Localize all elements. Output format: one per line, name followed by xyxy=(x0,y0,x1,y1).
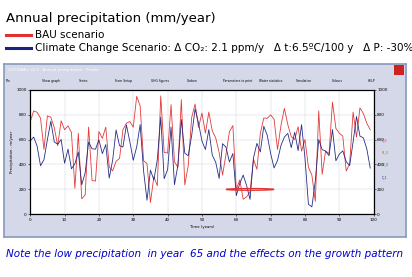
Text: Note the low precipitation  in year  65 and the effects on the growth pattern: Note the low precipitation in year 65 an… xyxy=(6,249,403,259)
Text: Water statistics: Water statistics xyxy=(259,79,283,83)
Y-axis label: Precipitation - m/year: Precipitation - m/year xyxy=(9,131,14,173)
Text: Simulation: Simulation xyxy=(295,79,311,83)
Text: Annual precipitation (mm/year): Annual precipitation (mm/year) xyxy=(6,12,216,25)
Text: Show graph: Show graph xyxy=(42,79,60,83)
Text: Carbon: Carbon xyxy=(187,79,197,83)
Text: File: File xyxy=(6,79,11,83)
Text: Colours: Colours xyxy=(332,79,343,83)
Text: GHG figures: GHG figures xyxy=(151,79,169,83)
Text: P2_0: P2_0 xyxy=(382,163,389,167)
Text: Series: Series xyxy=(78,79,88,83)
Text: Climate Change Scenario: Δ CO₂: 2.1 ppm/y   Δ t:6.5ºC/100 y   Δ P: -30%/100 y: Climate Change Scenario: Δ CO₂: 2.1 ppm/… xyxy=(35,43,412,53)
Text: Parameters to print: Parameters to print xyxy=(223,79,252,83)
Text: HELP: HELP xyxy=(368,79,375,83)
X-axis label: Time (years): Time (years) xyxy=(190,225,214,229)
Text: P1_0: P1_0 xyxy=(382,151,389,155)
Text: C_1: C_1 xyxy=(382,175,387,179)
Text: C_0: C_0 xyxy=(382,138,387,143)
Text: From Setup: From Setup xyxy=(115,79,131,83)
Text: BAU scenario: BAU scenario xyxy=(35,30,104,40)
Bar xyxy=(394,65,404,75)
Text: GOTILWA+ v2.0 - Annual precipitation - Prades: GOTILWA+ v2.0 - Annual precipitation - P… xyxy=(8,68,99,72)
